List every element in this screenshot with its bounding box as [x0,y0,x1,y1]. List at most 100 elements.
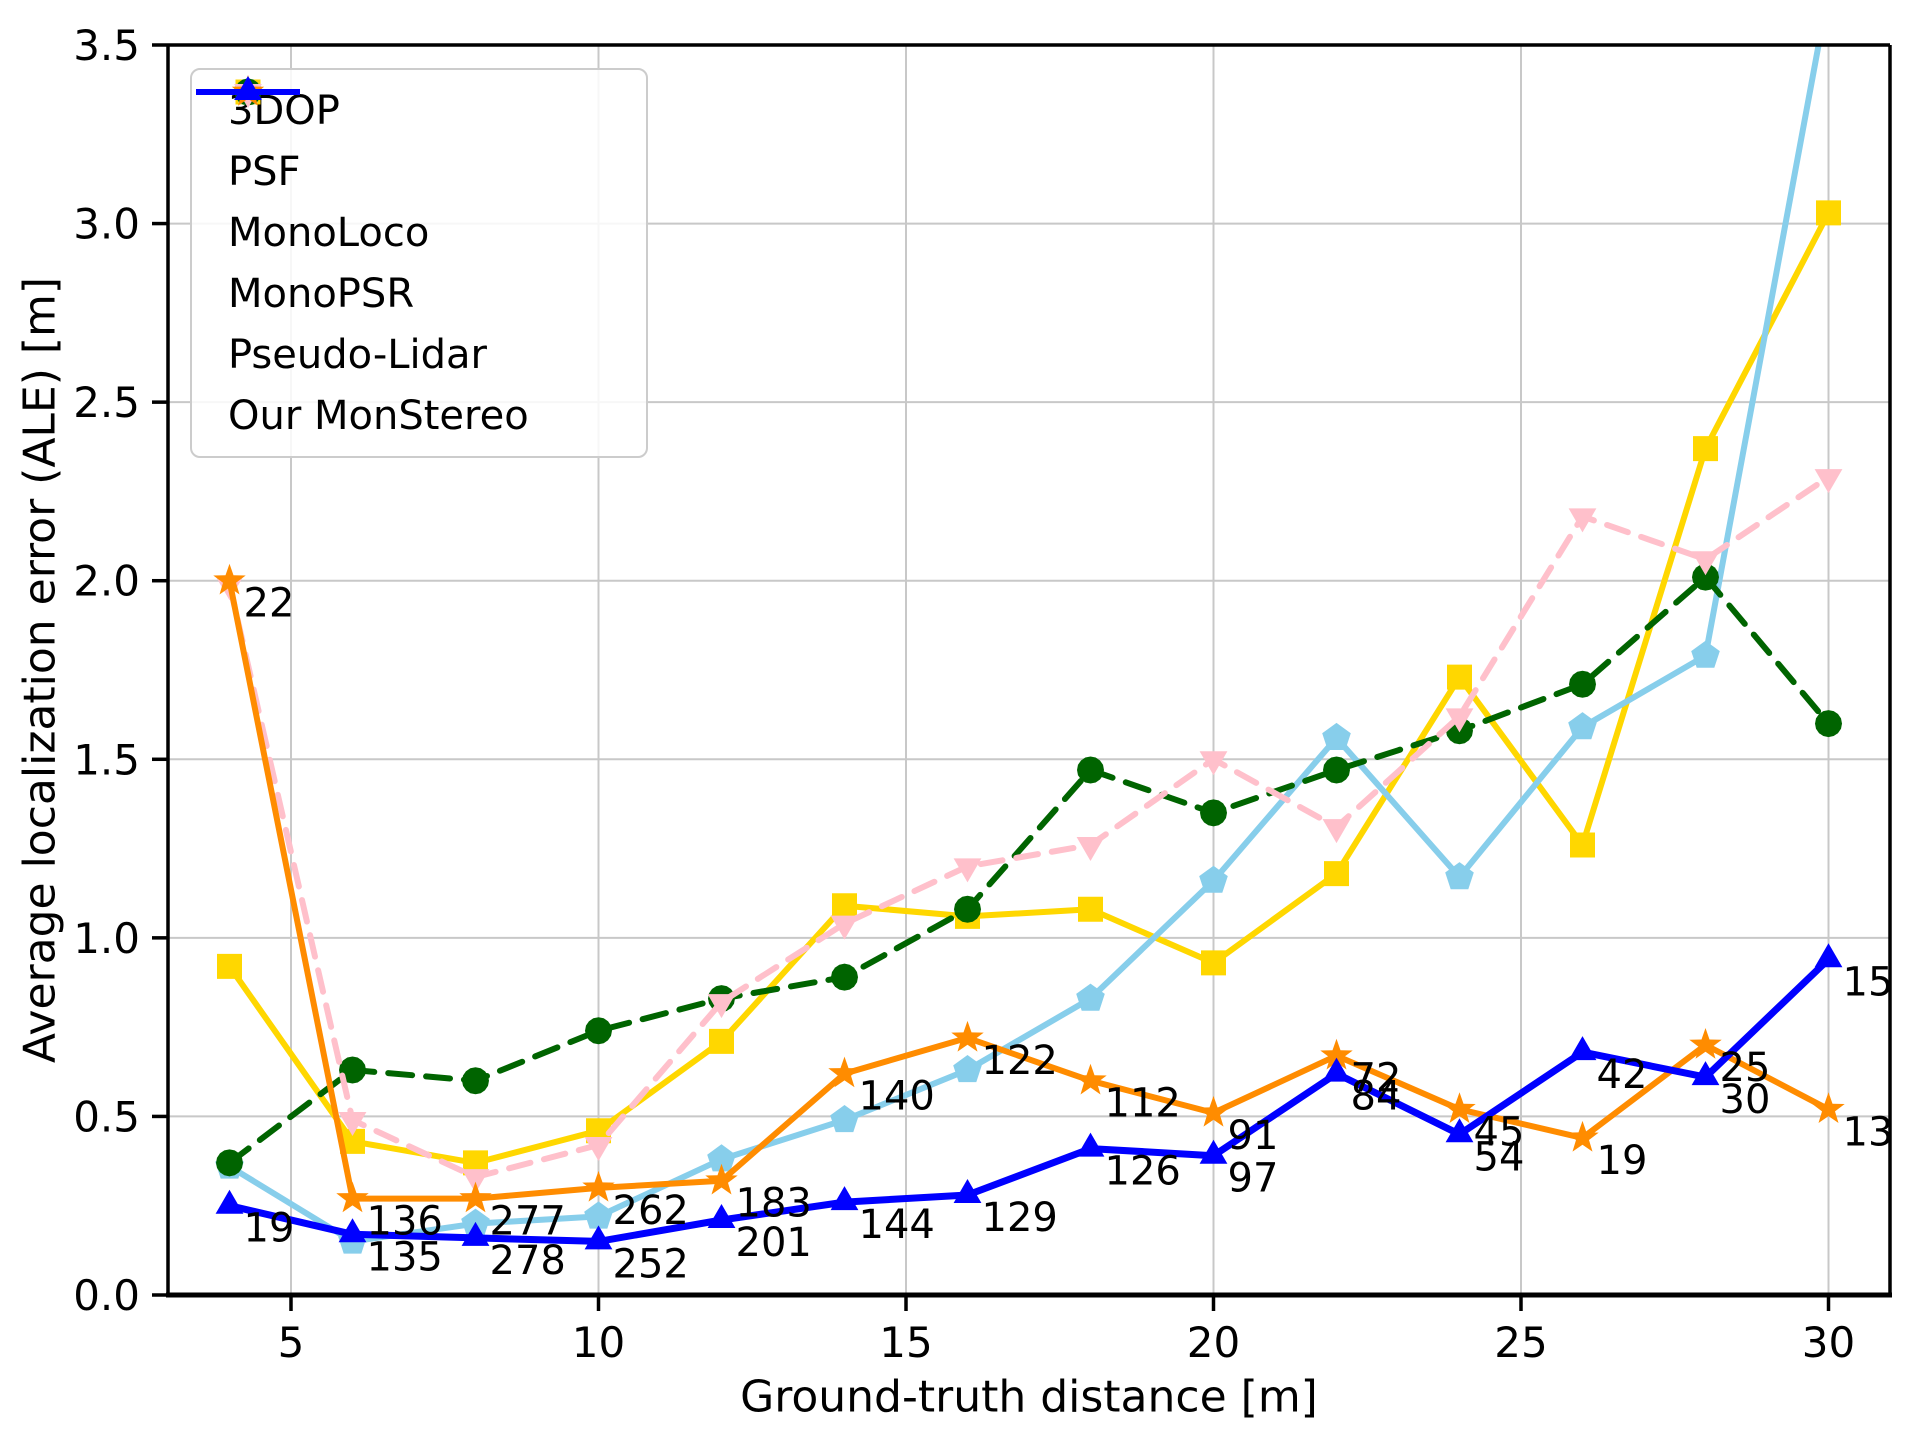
count-annotation-our_monstereo: 30 [1720,1077,1771,1123]
legend-item-our-monstereo: Our MonStereo [192,76,646,446]
y-tick-label: 0.0 [73,1271,140,1320]
y-tick-label: 1.0 [73,914,140,963]
3dop-marker [1816,200,1841,226]
pseudo-lidar-marker [1320,1038,1353,1070]
3dop-marker [1078,896,1103,922]
count-annotation-our_monstereo: 54 [1474,1134,1525,1180]
legend-label: Pseudo-Lidar [228,331,488,378]
series-monoloco [216,563,1842,1177]
pseudo-lidar-marker [582,1170,615,1202]
our-monstereo-marker [584,1225,613,1250]
monoloco-marker [339,1056,366,1084]
monopsr-marker [707,994,736,1019]
our-monstereo-legend-marker [234,76,262,100]
count-annotation-our_monstereo: 278 [490,1238,566,1284]
count-annotation-our_monstereo: 126 [1105,1149,1181,1195]
our-monstereo-marker [953,1179,982,1203]
x-tick-label: 10 [572,1318,625,1367]
series-our-monstereo-line [226,955,1832,1245]
monopsr-marker [1076,837,1105,861]
legend-item-monopsr: MonoPSR [192,84,646,324]
legend-item-pseudo-lidar: Pseudo-Lidar [192,75,646,385]
legend-label: MonoPSR [228,270,415,317]
x-tick-label: 15 [879,1318,932,1367]
legend-item-psf: PSF [192,77,646,202]
our-monstereo-marker [1199,1139,1228,1164]
monoloco-marker [1692,563,1719,591]
psf-marker [953,1055,982,1083]
monoloco-marker [1323,756,1350,784]
series-pseudo-lidar-line [226,577,1832,1202]
monopsr-marker [1691,551,1720,576]
monoloco-marker [1815,710,1842,738]
3dop-marker [586,1118,611,1144]
count-annotation-our_monstereo: 97 [1228,1156,1279,1202]
pseudo-lidar-marker [336,1181,369,1213]
monopsr-marker [461,1169,490,1194]
x-tick-label: 5 [278,1318,305,1367]
count-annotations: 22 136 277 262 183 140 122 112 91 72 45 19 25 13 19 135… [244,581,1894,1288]
count-annotation-pseudo_lidar: 45 [1474,1109,1525,1155]
monoloco-marker [1200,799,1227,827]
monoloco-marker [831,963,858,991]
legend-label: Our MonStereo [228,392,529,439]
our-monstereo-marker [1814,943,1843,968]
x-tick-label: 20 [1187,1318,1240,1367]
pseudo-lidar-marker [951,1020,984,1052]
pseudo-lidar-marker [705,1163,738,1195]
y-tick-label: 0.5 [73,1092,140,1141]
series-3dop-line [226,209,1832,1166]
count-annotation-our_monstereo: 144 [859,1202,935,1248]
monopsr-marker [1568,508,1597,533]
3dop-marker [340,1128,365,1154]
monopsr-marker [1199,751,1228,776]
count-annotation-pseudo_lidar: 13 [1843,1109,1894,1155]
pseudo-lidar-marker [1812,1092,1845,1123]
monoloco-marker [216,1149,243,1177]
pseudo-lidar-marker [1443,1092,1476,1123]
our-monstereo-marker [1076,1132,1105,1157]
legend-sample-our-monstereo [196,76,300,100]
3dop-marker [709,1028,734,1054]
psf-marker [1691,640,1720,668]
our-monstereo-marker [215,1189,244,1214]
pseudo-lidar-marker [213,563,246,595]
our-monstereo-marker [830,1186,859,1211]
psf-marker [830,1105,859,1133]
monopsr-marker [953,858,982,883]
legend-label: MonoLoco [228,209,430,256]
monoloco-marker [585,1017,612,1045]
our-monstereo-marker [1691,1061,1720,1086]
psf-marker [1076,983,1105,1011]
axes-spines [166,43,1892,1298]
psf-marker [1568,712,1597,740]
count-annotation-pseudo_lidar: 19 [1597,1138,1648,1184]
count-annotation-our_monstereo: 201 [736,1220,812,1266]
3dop-marker [217,953,242,979]
pseudo-lidar-marker [1689,1028,1722,1059]
series-our-monstereo [215,943,1843,1250]
monopsr-marker [1814,469,1843,494]
count-annotation-our_monstereo: 15 [1843,959,1894,1005]
3dop-marker [832,893,857,919]
count-annotation-our_monstereo: 135 [367,1234,443,1280]
count-annotation-our_monstereo: 19 [244,1206,295,1252]
monoloco-marker [1569,670,1596,698]
our-monstereo-marker [338,1218,367,1243]
count-annotation-pseudo_lidar: 140 [859,1074,935,1120]
our-monstereo-marker [461,1221,490,1246]
ticks: 5 10 15 20 25 300.00.51.01.52.02.53.03.5 [73,21,1855,1367]
y-tick-label: 1.5 [73,735,140,784]
series-monopsr-line [226,474,1832,1181]
count-annotation-our_monstereo: 84 [1351,1074,1402,1120]
monopsr-marker [1322,819,1351,844]
psf-marker [584,1201,613,1229]
series-pseudo-lidar [213,563,1845,1213]
legend-label: PSF [228,148,301,195]
pseudo-lidar-marker [459,1181,492,1213]
monoloco-marker [462,1067,489,1095]
our-monstereo-marker [1322,1057,1351,1082]
pseudo-lidar-marker [1074,1063,1107,1095]
count-annotation-pseudo_lidar: 183 [736,1181,812,1227]
